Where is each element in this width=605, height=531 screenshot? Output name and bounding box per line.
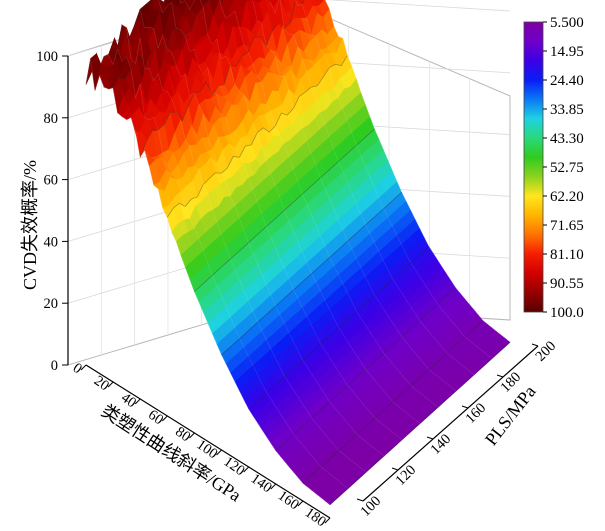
y-tick xyxy=(496,374,504,378)
y-tick xyxy=(426,436,434,440)
surface-cell xyxy=(325,495,337,506)
colorbar-label: 24.40 xyxy=(550,73,584,89)
mesh-line xyxy=(194,128,375,292)
x-tick xyxy=(134,398,141,405)
z-tick-label: 60 xyxy=(44,173,59,189)
colorbar-label: 62.20 xyxy=(550,189,584,205)
mesh-line xyxy=(275,287,457,451)
surface-wireframe xyxy=(85,0,511,505)
x-tick xyxy=(189,432,195,439)
x-tick xyxy=(107,381,114,388)
y-tick-label: 160 xyxy=(463,400,490,427)
z-tick-label: 40 xyxy=(44,234,59,250)
colorbar xyxy=(523,21,544,313)
y-tick xyxy=(461,405,469,409)
z-axis-ticks: 0 20 40 60 80 100 xyxy=(36,49,68,374)
mesh-line xyxy=(269,0,475,375)
mesh-line xyxy=(302,320,484,484)
mesh-line xyxy=(121,24,367,473)
x-tick xyxy=(297,500,304,507)
y-axis xyxy=(362,345,539,502)
colorbar-ramp xyxy=(523,21,544,313)
z-tick-label: 100 xyxy=(36,49,58,65)
z-tick-label: 0 xyxy=(51,358,58,374)
x-tick-label: 20 xyxy=(91,373,112,394)
y-tick-label: 120 xyxy=(393,462,420,489)
x-tick xyxy=(216,449,222,456)
mesh-line xyxy=(85,58,331,505)
x-tick xyxy=(161,415,168,422)
colorbar-label: 5.500 xyxy=(550,15,584,31)
mesh-line xyxy=(324,0,511,343)
x-tick xyxy=(324,517,331,524)
z-axis-title: CVD失效概率/% xyxy=(20,160,40,290)
x-tick xyxy=(270,483,277,490)
colorbar-label: 90.55 xyxy=(550,276,584,292)
mesh-line xyxy=(329,342,511,505)
y-tick xyxy=(391,467,399,471)
z-tick-label: 20 xyxy=(44,296,59,312)
colorbar-label: 14.95 xyxy=(550,44,584,60)
mesh-line xyxy=(139,9,385,457)
mesh-line xyxy=(112,0,223,88)
colorbar-label: 52.75 xyxy=(550,160,584,176)
colorbar-label: 100.0 xyxy=(550,305,584,321)
y-tick-label: 140 xyxy=(428,431,455,458)
x-axis-title: 类塑性曲线斜率/GPa xyxy=(98,400,245,505)
mesh-line xyxy=(221,192,402,356)
mesh-line xyxy=(167,55,348,218)
mesh-line xyxy=(251,0,457,392)
x-axis xyxy=(85,364,331,519)
colorbar-label: 71.65 xyxy=(550,218,584,234)
x-tick-label: 180 xyxy=(302,505,329,531)
x-tick-label: 80 xyxy=(172,424,193,445)
mesh-line xyxy=(139,0,305,158)
x-tick xyxy=(243,466,250,473)
x-tick-label: 160 xyxy=(275,488,302,514)
colorbar-label: 81.10 xyxy=(550,247,584,263)
mesh-line xyxy=(85,0,166,85)
y-tick xyxy=(356,498,364,502)
mesh-line xyxy=(179,0,421,424)
colorbar-label: 43.30 xyxy=(550,131,584,147)
x-tick xyxy=(80,364,87,371)
y-tick-label: 100 xyxy=(358,493,385,520)
mesh-line xyxy=(294,0,493,359)
z-tick-label: 80 xyxy=(44,111,59,127)
y-tick xyxy=(531,343,539,347)
x-tick-label: 140 xyxy=(248,471,275,497)
mesh-line xyxy=(248,246,429,410)
surface-mesh xyxy=(85,0,511,506)
mesh-line xyxy=(219,0,439,408)
colorbar-labels: 5.500 14.95 24.40 33.85 43.30 52.75 62.20 71.65… xyxy=(543,15,584,321)
y-tick-label: 200 xyxy=(533,338,560,365)
colorbar-label: 33.85 xyxy=(550,102,584,118)
mesh-line xyxy=(158,0,403,440)
mesh-line xyxy=(103,48,349,489)
